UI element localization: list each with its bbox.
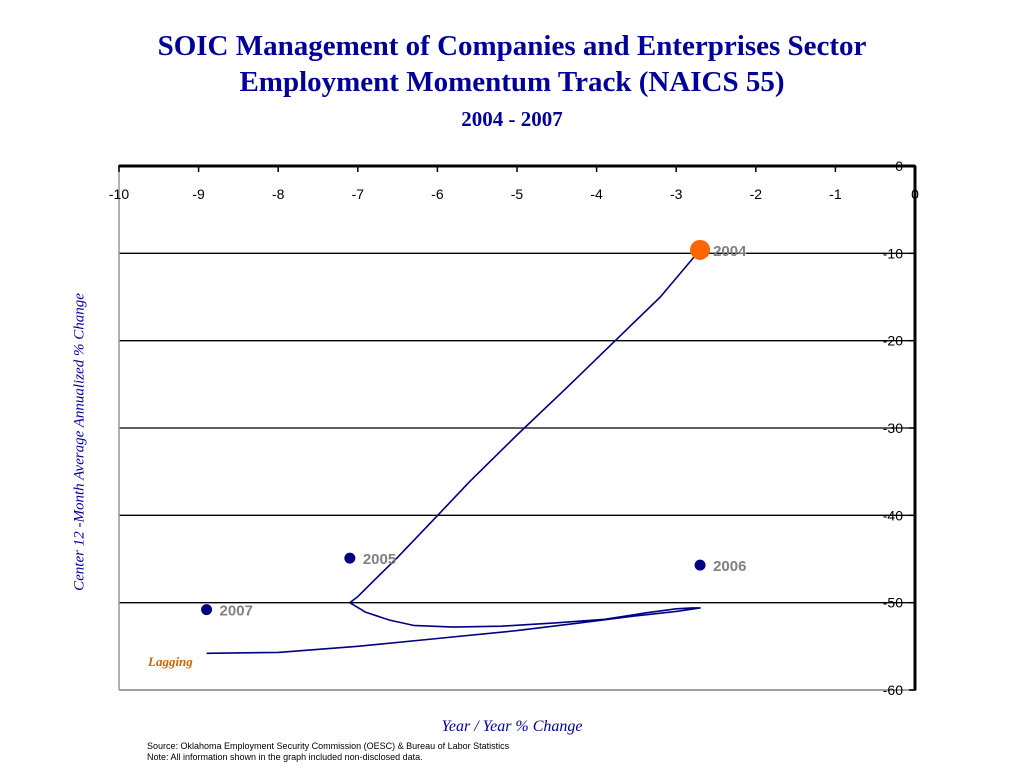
y-axis-label: Center 12 -Month Average Annualized % Ch… <box>71 293 88 591</box>
y-tick-label-5: -50 <box>883 595 903 611</box>
y-tick-label-0: 0 <box>895 158 903 174</box>
x-tick-label-9: -1 <box>829 186 842 202</box>
point-label-2006: 2006 <box>713 558 746 575</box>
point-label-2004: 2004 <box>713 243 747 260</box>
point-marker-2007 <box>201 604 213 616</box>
x-tick-label-4: -6 <box>431 186 444 202</box>
x-tick-label-1: -9 <box>192 186 205 202</box>
x-tick-label-3: -7 <box>352 186 365 202</box>
y-tick-label-6: -60 <box>883 682 903 698</box>
point-label-2007: 2007 <box>220 603 253 620</box>
x-tick-label-2: -8 <box>272 186 285 202</box>
x-tick-label-5: -5 <box>511 186 524 202</box>
point-marker-2004 <box>690 239 711 260</box>
x-tick-label-6: -4 <box>590 186 603 202</box>
x-tick-label-7: -3 <box>670 186 683 202</box>
point-marker-2005 <box>344 552 356 564</box>
chart-subtitle: 2004 - 2007 <box>461 107 563 131</box>
point-label-2005: 2005 <box>363 551 396 568</box>
x-tick-label-0: -10 <box>109 186 129 202</box>
source-note: Source: Oklahoma Employment Security Com… <box>147 741 509 763</box>
y-tick-label-3: -30 <box>883 420 903 436</box>
chart-title-line1: SOIC Management of Companies and Enterpr… <box>157 30 867 62</box>
source-line: Source: Oklahoma Employment Security Com… <box>147 741 510 751</box>
y-tick-label-1: -10 <box>883 245 903 261</box>
series-line <box>206 249 701 655</box>
y-tick-label-4: -40 <box>883 507 903 523</box>
y-tick-label-2: -20 <box>883 333 903 349</box>
lagging-annotation: Lagging <box>148 654 193 669</box>
chart-title-line2: Employment Momentum Track (NAICS 55) <box>239 66 785 98</box>
point-marker-2006 <box>694 559 706 571</box>
x-axis-label: Year / Year % Change <box>441 718 583 735</box>
x-tick-label-8: -2 <box>750 186 763 202</box>
disclosure-note: Note: All information shown in the graph… <box>147 752 423 762</box>
